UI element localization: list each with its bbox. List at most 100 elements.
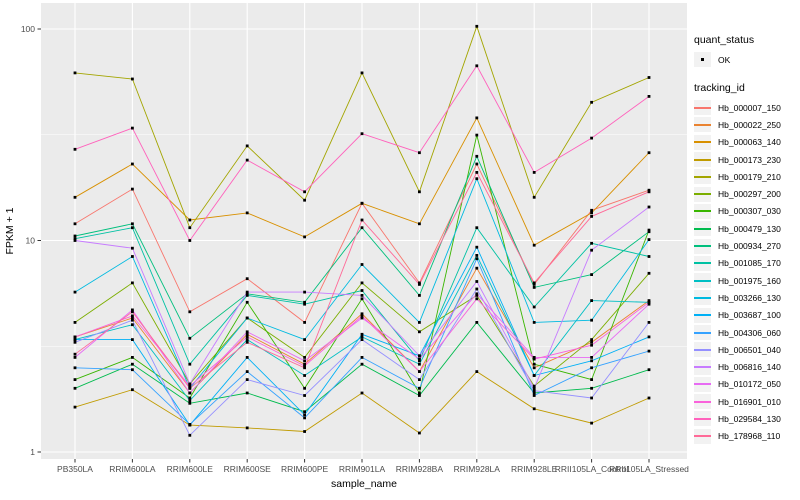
data-point — [73, 366, 77, 370]
data-point — [532, 281, 536, 285]
data-point — [131, 246, 134, 250]
data-point — [590, 378, 593, 381]
data-point — [360, 226, 364, 230]
data-point — [303, 374, 306, 377]
data-point — [188, 226, 192, 230]
data-point — [360, 71, 364, 75]
data-point — [73, 340, 77, 344]
legend-item-label: Hb_000007_150 — [718, 102, 781, 113]
line-swatch-icon — [694, 238, 711, 254]
legend-item-label: Hb_003266_130 — [718, 292, 781, 303]
data-point — [245, 300, 249, 304]
data-point — [532, 286, 536, 289]
data-point — [303, 300, 306, 304]
data-point — [647, 299, 651, 302]
legend-item-Hb_006816_140: Hb_006816_140 — [694, 358, 800, 375]
data-point — [647, 151, 651, 155]
data-point — [590, 208, 593, 212]
data-point — [418, 222, 421, 226]
data-point — [532, 283, 536, 286]
data-point — [647, 228, 651, 232]
data-point — [245, 290, 249, 294]
legend-item-Hb_029584_130: Hb_029584_130 — [694, 410, 800, 427]
legend-item-Hb_003266_130: Hb_003266_130 — [694, 289, 800, 306]
data-point — [647, 368, 651, 372]
legend-item-label: Hb_001085_170 — [718, 258, 781, 269]
data-point — [647, 335, 651, 339]
data-point — [590, 318, 593, 322]
data-point — [590, 136, 593, 140]
series-color-line-icon — [694, 400, 711, 403]
data-point — [475, 171, 479, 174]
data-point — [303, 356, 306, 359]
panel-background — [41, 3, 687, 459]
line-swatch-icon — [694, 134, 711, 150]
line-swatch-icon — [694, 428, 711, 444]
legend-item-Hb_016901_010: Hb_016901_010 — [694, 393, 800, 410]
series-color-line-icon — [694, 348, 711, 351]
data-point — [360, 263, 364, 266]
data-point — [647, 321, 651, 324]
data-point — [647, 76, 651, 79]
data-point — [245, 370, 249, 373]
legend-item-label: Hb_006816_140 — [718, 362, 781, 373]
series-color-line-icon — [694, 417, 711, 420]
series-color-line-icon — [694, 158, 711, 161]
data-point — [475, 287, 479, 291]
data-point — [475, 245, 479, 249]
data-point — [418, 391, 421, 395]
data-point — [532, 357, 536, 361]
line-swatch-icon — [694, 376, 711, 392]
data-point — [73, 386, 77, 390]
data-point — [188, 399, 192, 402]
legend-item-label: Hb_004306_060 — [718, 327, 781, 338]
legend-tracking-items: Hb_000007_150 Hb_000022_250 Hb_000063_140 H… — [694, 99, 800, 445]
data-point — [131, 310, 134, 314]
legend-item-label: Hb_006501_040 — [718, 344, 781, 355]
legend-item-Hb_010172_050: Hb_010172_050 — [694, 376, 800, 393]
x-tick-label: RRIM600PE — [281, 464, 329, 474]
series-color-line-icon — [694, 331, 711, 334]
data-point — [418, 151, 421, 155]
data-point — [303, 386, 306, 390]
data-point — [360, 391, 364, 395]
data-point — [245, 340, 249, 344]
data-point — [475, 294, 479, 297]
legend-item-Hb_001975_160: Hb_001975_160 — [694, 272, 800, 289]
x-tick-label: RRIM600LE — [167, 464, 214, 474]
data-point — [73, 239, 77, 242]
legend-item-label: Hb_016901_010 — [718, 396, 781, 407]
legend-item-label: Hb_003687_100 — [718, 310, 781, 321]
data-point — [475, 280, 479, 283]
data-point — [418, 330, 421, 334]
line-swatch-icon — [694, 273, 711, 289]
data-point — [360, 362, 364, 366]
data-point — [131, 362, 134, 366]
series-color-line-icon — [694, 262, 711, 265]
data-point — [245, 277, 249, 281]
legend-item-label: Hb_010172_050 — [718, 379, 781, 390]
line-swatch-icon — [694, 152, 711, 168]
data-point — [418, 283, 421, 286]
data-point — [245, 335, 249, 339]
data-point — [303, 235, 306, 239]
data-point — [475, 370, 479, 373]
x-tick-label: RRII105LA_Stressed — [609, 464, 689, 474]
x-tick-label: RRIM928LA — [454, 464, 501, 474]
data-point — [647, 95, 651, 98]
data-point — [360, 289, 364, 292]
data-point — [590, 248, 593, 252]
data-point — [303, 359, 306, 363]
data-point — [73, 234, 77, 238]
data-point — [532, 305, 536, 309]
data-point — [131, 368, 134, 372]
data-point — [73, 321, 77, 324]
data-point — [131, 316, 134, 320]
legend-ok-item: OK — [694, 51, 800, 68]
legend-item-Hb_003687_100: Hb_003687_100 — [694, 307, 800, 324]
line-swatch-icon — [694, 100, 711, 116]
data-point — [303, 362, 306, 366]
x-tick-label: RRIM600SE — [224, 464, 272, 474]
data-point — [131, 338, 134, 341]
data-point — [590, 396, 593, 400]
